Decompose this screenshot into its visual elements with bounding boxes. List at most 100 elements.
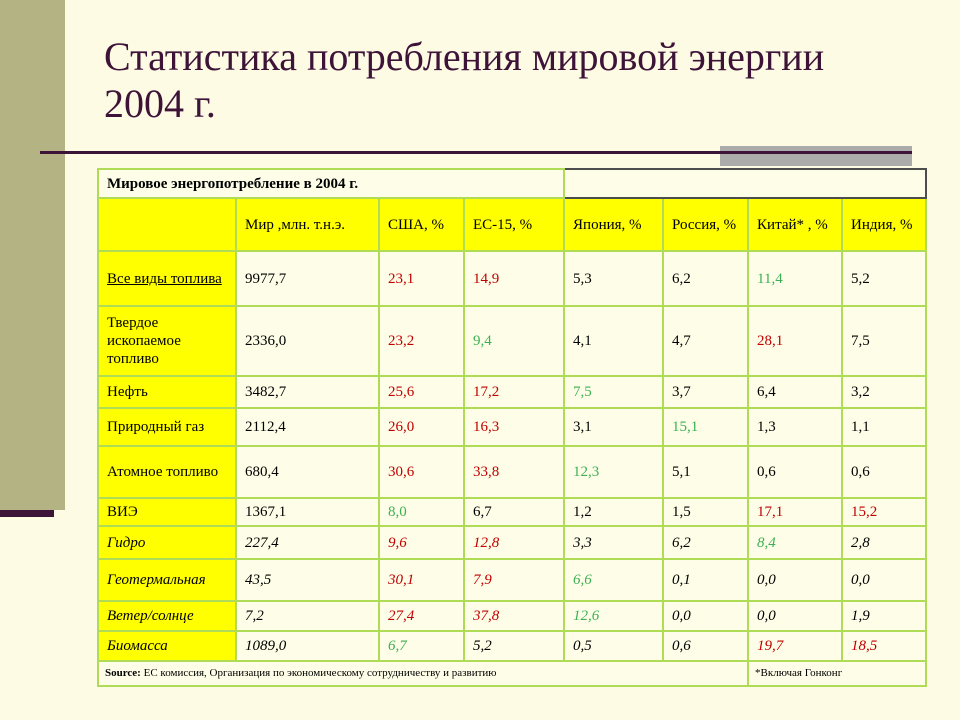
row-label: Ветер/солнце bbox=[97, 600, 237, 632]
row-label: Геотермальная bbox=[97, 558, 237, 602]
value-cell: 5,3 bbox=[563, 250, 665, 307]
value-cell: 1367,1 bbox=[235, 497, 380, 527]
row-label: ВИЭ bbox=[97, 497, 237, 527]
decorative-gray-block bbox=[720, 146, 912, 166]
source-text: ЕС комиссия, Организация по экономическо… bbox=[140, 666, 497, 679]
column-header-2: США, % bbox=[378, 197, 465, 252]
value-cell: 23,1 bbox=[378, 250, 465, 307]
slide-title-line2: 2004 г. bbox=[104, 80, 216, 126]
value-cell: 3,7 bbox=[662, 375, 750, 409]
value-cell: 1,1 bbox=[841, 407, 928, 447]
value-cell: 0,1 bbox=[662, 558, 750, 602]
value-cell: 30,1 bbox=[378, 558, 465, 602]
slide-title-line1: Статистика потребления мировой энергии bbox=[104, 34, 825, 79]
value-cell: 17,1 bbox=[747, 497, 844, 527]
value-cell: 18,5 bbox=[841, 630, 928, 662]
value-cell: 7,9 bbox=[462, 558, 566, 602]
row-label: Твердое ископаемое топливо bbox=[97, 305, 237, 377]
value-cell: 1,9 bbox=[841, 600, 928, 632]
value-cell: 0,0 bbox=[747, 558, 844, 602]
value-cell: 6,6 bbox=[563, 558, 665, 602]
value-cell: 0,6 bbox=[747, 445, 844, 499]
column-header-6: Китай* , % bbox=[747, 197, 844, 252]
column-header-0 bbox=[97, 197, 237, 252]
value-cell: 0,0 bbox=[841, 558, 928, 602]
source-label: Source: bbox=[105, 666, 141, 679]
value-cell: 37,8 bbox=[462, 600, 566, 632]
accent-dash bbox=[0, 510, 54, 517]
value-cell: 19,7 bbox=[747, 630, 844, 662]
slide-title: Статистика потребления мировой энергии 2… bbox=[104, 34, 929, 128]
value-cell: 27,4 bbox=[378, 600, 465, 632]
table-row: Биомасса 1089,0 6,7 5,2 0,5 0,6 19,7 18,5 bbox=[97, 630, 928, 662]
table-row: Гидро 227,4 9,6 12,8 3,3 6,2 8,4 2,8 bbox=[97, 525, 928, 560]
value-cell: 14,9 bbox=[462, 250, 566, 307]
table-corner-empty-cell bbox=[563, 168, 928, 199]
row-label: Природный газ bbox=[97, 407, 237, 447]
table-caption: Мировое энергопотребление в 2004 г. bbox=[96, 168, 566, 199]
value-cell: 7,5 bbox=[563, 375, 665, 409]
value-cell: 23,2 bbox=[378, 305, 465, 377]
value-cell: 0,0 bbox=[662, 600, 750, 632]
table-row: Нефть 3482,7 25,6 17,2 7,5 3,7 6,4 3,2 bbox=[97, 375, 928, 409]
value-cell: 30,6 bbox=[378, 445, 465, 499]
value-cell: 3,3 bbox=[563, 525, 665, 560]
value-cell: 6,7 bbox=[378, 630, 465, 662]
table-row: ВИЭ 1367,1 8,0 6,7 1,2 1,5 17,1 15,2 bbox=[97, 497, 928, 527]
value-cell: 6,7 bbox=[462, 497, 566, 527]
value-cell: 0,6 bbox=[841, 445, 928, 499]
value-cell: 11,4 bbox=[747, 250, 844, 307]
value-cell: 33,8 bbox=[462, 445, 566, 499]
value-cell: 9,4 bbox=[462, 305, 566, 377]
column-header-3: ЕС-15, % bbox=[462, 197, 566, 252]
table-footer-row: Source: ЕС комиссия, Организация по экон… bbox=[96, 660, 928, 687]
table-row: Природный газ 2112,4 26,0 16,3 3,1 15,1 1,3 1,1 bbox=[97, 407, 928, 447]
value-cell: 12,6 bbox=[563, 600, 665, 632]
table-row: Атомное топливо 680,4 30,6 33,8 12,3 5,1 0,6 0,… bbox=[97, 445, 928, 499]
value-cell: 26,0 bbox=[378, 407, 465, 447]
source-cell: Source: ЕС комиссия, Организация по экон… bbox=[96, 660, 750, 687]
column-header-7: Индия, % bbox=[841, 197, 928, 252]
value-cell: 12,8 bbox=[462, 525, 566, 560]
value-cell: 1,3 bbox=[747, 407, 844, 447]
value-cell: 680,4 bbox=[235, 445, 380, 499]
column-header-4: Япония, % bbox=[563, 197, 665, 252]
table-caption-row: Мировое энергопотребление в 2004 г. bbox=[96, 168, 928, 199]
value-cell: 0,0 bbox=[747, 600, 844, 632]
value-cell: 15,2 bbox=[841, 497, 928, 527]
value-cell: 5,1 bbox=[662, 445, 750, 499]
value-cell: 2336,0 bbox=[235, 305, 380, 377]
value-cell: 28,1 bbox=[747, 305, 844, 377]
value-cell: 5,2 bbox=[462, 630, 566, 662]
table-row: Геотермальная 43,5 30,1 7,9 6,6 0,1 0,0 0,0 bbox=[97, 558, 928, 602]
footnote-cell: *Включая Гонконг bbox=[747, 660, 928, 687]
row-label: Нефть bbox=[97, 375, 237, 409]
value-cell: 7,5 bbox=[841, 305, 928, 377]
value-cell: 8,0 bbox=[378, 497, 465, 527]
row-label: Гидро bbox=[97, 525, 237, 560]
row-label: Биомасса bbox=[97, 630, 237, 662]
column-header-1: Мир ,млн. т.н.э. bbox=[235, 197, 380, 252]
value-cell: 1,2 bbox=[563, 497, 665, 527]
value-cell: 9,6 bbox=[378, 525, 465, 560]
value-cell: 3,2 bbox=[841, 375, 928, 409]
column-header-5: Россия, % bbox=[662, 197, 750, 252]
value-cell: 3,1 bbox=[563, 407, 665, 447]
title-divider-rule bbox=[40, 151, 912, 154]
table-header-row: Мир ,млн. т.н.э. США, % ЕС-15, % Япония, % Р… bbox=[97, 197, 928, 252]
value-cell: 12,3 bbox=[563, 445, 665, 499]
value-cell: 15,1 bbox=[662, 407, 750, 447]
value-cell: 2,8 bbox=[841, 525, 928, 560]
value-cell: 0,6 bbox=[662, 630, 750, 662]
table-row: Все виды топлива 9977,7 23,1 14,9 5,3 6,2 11,4… bbox=[97, 250, 928, 307]
value-cell: 43,5 bbox=[235, 558, 380, 602]
value-cell: 4,7 bbox=[662, 305, 750, 377]
energy-consumption-table: Мировое энергопотребление в 2004 г. Мир … bbox=[96, 168, 928, 687]
row-label[interactable]: Все виды топлива bbox=[97, 250, 237, 307]
table-row: Твердое ископаемое топливо 2336,0 23,2 9,4 4… bbox=[97, 305, 928, 377]
value-cell: 227,4 bbox=[235, 525, 380, 560]
value-cell: 3482,7 bbox=[235, 375, 380, 409]
value-cell: 8,4 bbox=[747, 525, 844, 560]
value-cell: 16,3 bbox=[462, 407, 566, 447]
